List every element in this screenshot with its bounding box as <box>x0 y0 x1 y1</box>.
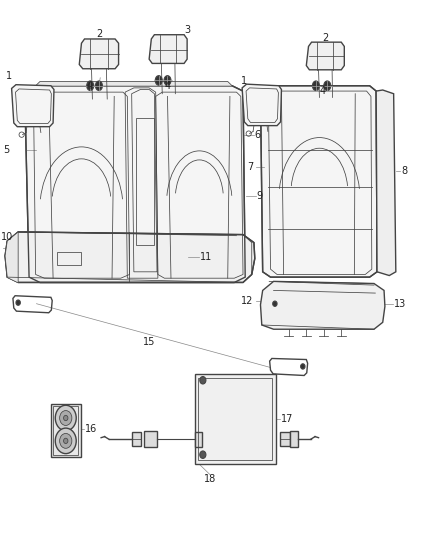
Bar <box>51 403 81 457</box>
Polygon shape <box>376 90 396 276</box>
Ellipse shape <box>324 81 331 91</box>
Polygon shape <box>35 82 232 86</box>
Ellipse shape <box>273 301 277 306</box>
Ellipse shape <box>87 81 94 91</box>
Ellipse shape <box>95 81 102 91</box>
Ellipse shape <box>60 410 72 425</box>
Text: 1: 1 <box>7 71 13 81</box>
Text: 4: 4 <box>86 81 92 91</box>
Text: 4: 4 <box>164 81 170 91</box>
Text: 1: 1 <box>241 77 247 86</box>
Text: 12: 12 <box>240 296 253 306</box>
Polygon shape <box>242 84 282 126</box>
Ellipse shape <box>64 438 68 443</box>
Bar <box>57 252 81 265</box>
Text: 7: 7 <box>247 161 254 172</box>
Text: 8: 8 <box>401 166 407 176</box>
Text: 4: 4 <box>319 86 325 96</box>
Ellipse shape <box>16 300 20 305</box>
Ellipse shape <box>164 76 171 85</box>
Text: 2: 2 <box>322 33 328 43</box>
Ellipse shape <box>64 415 68 421</box>
Text: 2: 2 <box>96 29 102 39</box>
Polygon shape <box>12 85 54 127</box>
Ellipse shape <box>60 433 72 448</box>
Ellipse shape <box>155 76 162 85</box>
Bar <box>195 432 202 447</box>
Text: 5: 5 <box>3 144 10 155</box>
Polygon shape <box>5 232 18 282</box>
Polygon shape <box>261 281 385 329</box>
Bar <box>280 432 290 446</box>
Polygon shape <box>25 86 245 282</box>
Text: 13: 13 <box>394 298 406 309</box>
Bar <box>195 374 276 464</box>
Bar <box>290 431 298 447</box>
Text: 11: 11 <box>200 252 212 262</box>
Text: 16: 16 <box>85 424 97 434</box>
Ellipse shape <box>55 405 76 431</box>
Text: 6: 6 <box>255 130 261 140</box>
Polygon shape <box>306 42 344 70</box>
Bar <box>198 378 272 460</box>
Ellipse shape <box>55 428 76 454</box>
Bar <box>136 118 153 245</box>
Bar <box>53 406 78 455</box>
Polygon shape <box>5 232 255 282</box>
Ellipse shape <box>312 81 319 91</box>
Text: 10: 10 <box>1 232 13 243</box>
Polygon shape <box>149 35 187 63</box>
Ellipse shape <box>200 451 206 458</box>
Text: 15: 15 <box>143 337 155 347</box>
Text: 9: 9 <box>257 191 263 201</box>
Ellipse shape <box>300 364 305 369</box>
Polygon shape <box>79 39 119 69</box>
Text: 3: 3 <box>184 25 190 35</box>
Polygon shape <box>261 86 377 277</box>
Text: 17: 17 <box>281 414 293 424</box>
Text: 18: 18 <box>204 474 216 484</box>
Bar <box>132 432 141 446</box>
Ellipse shape <box>200 376 206 384</box>
Bar <box>144 431 157 447</box>
